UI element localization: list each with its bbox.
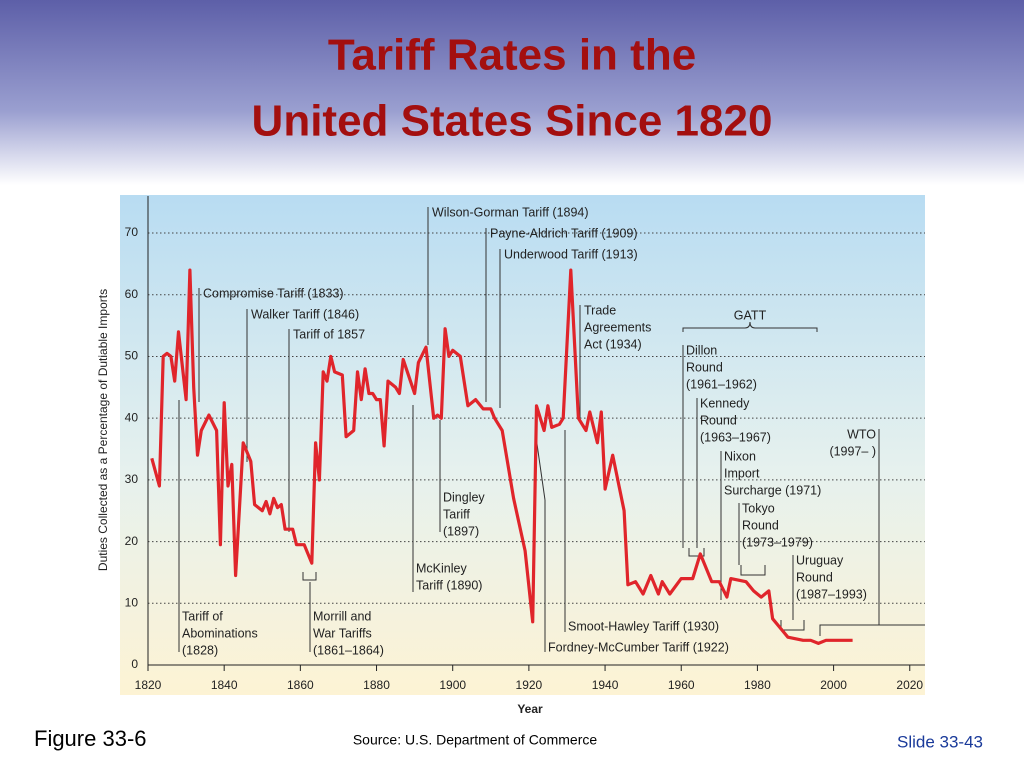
annotation: Trade [584, 303, 616, 317]
annotation: Underwood Tariff (1913) [504, 247, 638, 261]
annotation: (1963–1967) [700, 430, 771, 444]
annotation: Payne-Aldrich Tariff (1909) [490, 226, 638, 240]
annotation: McKinley [416, 561, 467, 575]
bracket [302, 572, 317, 581]
banner [0, 0, 1024, 185]
annotation: Dingley [443, 490, 485, 504]
x-tick-label: 2000 [820, 678, 847, 692]
annotation: Round [796, 570, 833, 584]
annotation: Compromise Tariff (1833) [203, 286, 344, 300]
y-tick-label: 20 [125, 534, 139, 548]
annotation: Abominations [182, 626, 258, 640]
x-axis-label: Year [517, 702, 543, 716]
annotations: Wilson-Gorman Tariff (1894) Payne-Aldrich… [178, 205, 880, 657]
gatt-bracket [682, 321, 818, 332]
x-tick-label: 1980 [744, 678, 771, 692]
x-tick-label: 1920 [516, 678, 543, 692]
annotation: Nixon [724, 449, 756, 463]
annotation: Round [700, 413, 737, 427]
annotation: Morrill and [313, 609, 371, 623]
annotation: Fordney-McCumber Tariff (1922) [548, 640, 729, 654]
title-line: Tariff Rates in the [328, 31, 696, 80]
y-tick-label: 50 [125, 349, 139, 363]
annotation: Uruguay [796, 553, 844, 567]
slide-number: Slide 33-43 [897, 732, 983, 751]
x-tick-label: 1960 [668, 678, 695, 692]
annotation: (1897) [443, 524, 479, 538]
annotation: Smoot-Hawley Tariff (1930) [568, 619, 719, 633]
annotation: Tariff (1890) [416, 578, 482, 592]
bracket [780, 620, 805, 631]
annotation: (1997– ) [829, 444, 876, 458]
annotation: Import [724, 466, 760, 480]
annotation: Surcharge (1971) [724, 483, 821, 497]
annotation: Round [742, 518, 779, 532]
annotation: (1987–1993) [796, 587, 867, 601]
bracket [740, 565, 766, 576]
figure-label: Figure 33-6 [34, 726, 147, 751]
annotation: Kennedy [700, 396, 750, 410]
title-line: United States Since 1820 [252, 97, 773, 146]
y-tick-label: 30 [125, 472, 139, 486]
y-axis-label: Duties Collected as a Percentage of Duti… [96, 289, 110, 571]
annotation: Agreements [584, 320, 651, 334]
bracket [688, 548, 705, 557]
annotation: Round [686, 360, 723, 374]
y-tick-label: 70 [125, 225, 139, 239]
y-tick-label: 40 [125, 410, 139, 424]
x-tick-label: 1860 [287, 678, 314, 692]
annotation: (1828) [182, 643, 218, 657]
annotation: (1973–1979) [742, 535, 813, 549]
annotation: WTO [847, 427, 876, 441]
brackets [302, 321, 925, 636]
plot-background [120, 195, 925, 695]
x-tick-label: 1940 [592, 678, 619, 692]
x-tick-label: 1900 [439, 678, 466, 692]
annotation: Tariff [443, 507, 470, 521]
annotation: Walker Tariff (1846) [251, 307, 359, 321]
x-tick-label: 1820 [135, 678, 162, 692]
annotation: Act (1934) [584, 337, 642, 351]
x-tick-label: 1880 [363, 678, 390, 692]
x-tick-label: 1840 [211, 678, 238, 692]
tariff-line [150, 268, 853, 645]
y-tick-label: 0 [131, 657, 138, 671]
annotation: Tariff of 1857 [293, 327, 365, 341]
y-tick-label: 60 [125, 287, 139, 301]
bracket [819, 624, 925, 636]
annotation: War Tariffs [313, 626, 372, 640]
x-tick-label: 2020 [896, 678, 923, 692]
annotation: Wilson-Gorman Tariff (1894) [432, 205, 589, 219]
annotation: GATT [734, 308, 767, 322]
annotation: (1961–1962) [686, 377, 757, 391]
annotation: Dillon [686, 343, 717, 357]
source: Source: U.S. Department of Commerce [353, 732, 598, 748]
annotation: Tariff of [182, 609, 223, 623]
annotation: Tokyo [742, 501, 775, 515]
y-tick-label: 10 [125, 595, 139, 609]
annotation: (1861–1864) [313, 643, 384, 657]
